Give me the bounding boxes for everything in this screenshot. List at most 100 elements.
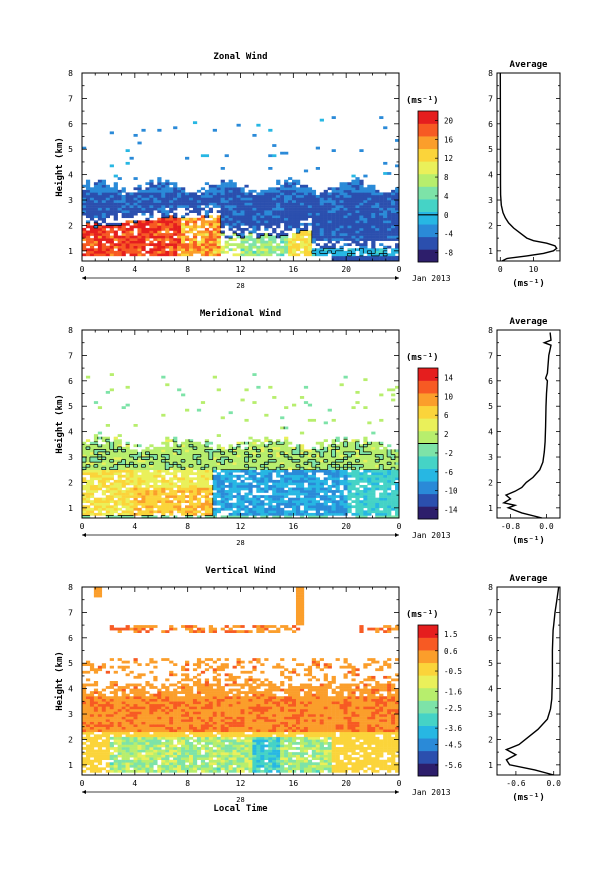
heatmap-cell [208,469,214,473]
heatmap-cell [181,449,186,453]
heatmap-cell [109,625,114,628]
heatmap-cell [363,210,368,213]
heatmap-cell [375,238,380,241]
heatmap-cell [268,233,273,236]
heatmap-cell [339,454,344,458]
heatmap-cell [295,464,301,468]
heatmap-cell [319,502,324,506]
y-tick-label: 3 [68,196,73,205]
heatmap-cell [161,502,166,506]
heatmap-cell [276,500,281,504]
heatmap-cell [232,243,237,247]
heatmap-cell [280,217,285,221]
heatmap-cell [129,197,134,201]
heatmap-cell [264,495,269,498]
heatmap-cell [113,698,118,702]
average-profile-line [501,332,552,519]
average-x-tick-label: 10 [529,265,539,274]
heatmap-cell [117,696,122,700]
heatmap-cell [311,469,317,473]
heatmap-cell [224,462,229,465]
heatmap-cell [169,451,174,455]
heatmap-cell [303,464,309,468]
heatmap-cell [121,724,126,727]
heatmap-cell [319,441,324,445]
heatmap-cell [268,189,273,193]
heatmap-cell [101,205,107,208]
heatmap-cell [216,459,221,463]
heatmap-cell [192,507,198,511]
heatmap-cell [93,192,99,196]
heatmap-cell [125,759,130,763]
heatmap-cell [129,729,134,733]
heatmap-cell [93,444,99,448]
heatmap-cell [220,248,225,252]
heatmap-cell [256,210,261,213]
heatmap-cell [240,197,245,201]
heatmap-cell [240,495,245,498]
heatmap-cell [236,233,241,236]
heatmap-cell [272,497,277,501]
heatmap-cell [339,238,344,241]
heatmap-cell [347,207,352,211]
heatmap-cell [165,194,170,198]
heatmap-cell [204,194,210,198]
heatmap-cell [252,457,257,460]
heatmap-cell [268,441,273,445]
heatmap-cell [367,200,372,203]
heatmap-cell [359,215,364,219]
heatmap-cell [331,207,336,211]
heatmap-cell [188,238,194,241]
heatmap-cell [303,469,309,473]
heatmap-cell [335,227,340,231]
heatmap-cell [260,510,265,514]
heatmap-cell [177,459,182,463]
heatmap-cell [339,222,344,226]
heatmap-cell [117,630,122,633]
heatmap-cell [331,505,336,509]
heatmap-cell [280,469,285,473]
heatmap-cell [89,207,95,211]
heatmap-cell [371,222,376,226]
heatmap-cell [141,482,146,486]
heatmap-cell [379,225,384,229]
heatmap-cell [145,464,150,468]
heatmap-cell [363,250,368,254]
heatmap-cell [137,487,142,491]
heatmap-cell [252,373,257,376]
heatmap-cell [375,192,380,196]
heatmap-cell [371,189,376,193]
heatmap-cell [331,454,336,458]
colorbar-tick-label: 14 [444,373,454,382]
heatmap-cell [244,454,249,458]
heatmap-cell [315,220,320,224]
heatmap-cell [185,457,190,460]
heatmap-cell [105,686,110,689]
heatmap-cell [173,441,178,445]
heatmap-cell [204,202,210,206]
heatmap-cell [137,444,142,448]
heatmap-cell [169,505,174,509]
heatmap-cell [331,230,336,234]
heatmap-cell [347,495,352,498]
heatmap-cell [101,436,107,440]
heatmap-cell [188,210,194,213]
heatmap-cell [109,665,114,669]
heatmap-cell [284,205,289,208]
heatmap-cell [323,245,328,249]
heatmap-cell [315,467,320,470]
heatmap-cell [335,484,340,488]
heatmap-cell [129,759,134,763]
heatmap-cell [188,446,194,450]
colorbar-segment [418,123,438,137]
heatmap-cell [284,484,289,488]
heatmap-cell [260,490,265,493]
heatmap-cell [105,230,110,234]
heatmap-cell [280,233,285,236]
heatmap-cell [284,495,289,498]
heatmap-cell [343,238,348,241]
heatmap-cell [161,487,166,491]
heatmap-cell [149,202,154,206]
heatmap-cell [212,235,217,239]
heatmap-cell [288,487,293,491]
